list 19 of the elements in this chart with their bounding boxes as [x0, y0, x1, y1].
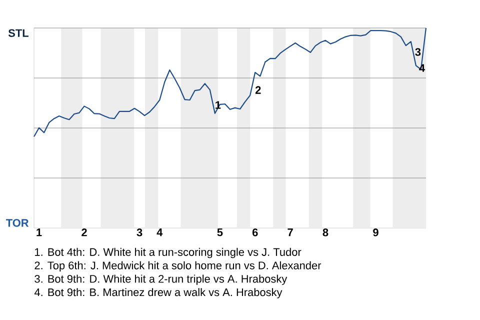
- annotation: 4: [419, 64, 425, 72]
- x-tick-label: 4: [156, 228, 163, 236]
- text: 4. Bot 9th: B. Martinez drew a walk vs A. Hrabosky: [34, 288, 282, 298]
- x-tick-label: 3: [136, 228, 142, 236]
- text: 1. Bot 4th: D. White hit a run-scoring single vs J. Tudor: [35, 248, 302, 258]
- x-tick-label: 7: [288, 228, 293, 236]
- x-tick-label: 2: [82, 228, 87, 236]
- annotation: 3: [415, 48, 421, 56]
- text: 3. Bot 9th: D. White hit a 2-run triple vs A. Hrabosky: [34, 274, 288, 285]
- x-tick-label: 5: [217, 228, 223, 236]
- text: STL: [8, 29, 28, 37]
- x-tick-label: 8: [322, 228, 328, 236]
- x-tick-label: 1: [36, 228, 42, 236]
- x-tick-label: 6: [252, 228, 258, 236]
- x-tick-label: 9: [373, 228, 378, 236]
- annotation: 2: [255, 86, 261, 94]
- text: 2. Top 6th: J. Medwick hit a solo home run vs D. Alexander: [34, 261, 322, 272]
- text: TOR: [6, 219, 29, 227]
- annotation: 1: [216, 101, 221, 109]
